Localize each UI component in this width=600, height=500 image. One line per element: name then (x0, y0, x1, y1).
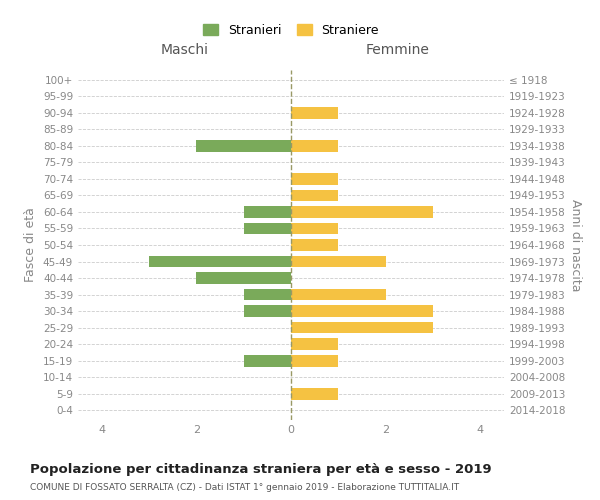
Bar (244, 222, 291, 234)
Bar (291, 322, 433, 334)
Bar (196, 140, 291, 152)
Bar (244, 305, 291, 317)
Bar (291, 288, 386, 300)
Bar (291, 222, 338, 234)
Bar (291, 239, 338, 251)
Y-axis label: Fasce di età: Fasce di età (25, 208, 37, 282)
Bar (291, 140, 338, 152)
Bar (196, 272, 291, 284)
Bar (291, 354, 338, 366)
Bar (149, 256, 291, 268)
Bar (244, 354, 291, 366)
Y-axis label: Anni di nascita: Anni di nascita (569, 198, 582, 291)
Bar (244, 288, 291, 300)
Text: Femmine: Femmine (365, 43, 430, 57)
Text: Maschi: Maschi (161, 43, 209, 57)
Legend: Stranieri, Straniere: Stranieri, Straniere (199, 20, 383, 41)
Bar (291, 338, 338, 350)
Bar (291, 206, 433, 218)
Bar (244, 206, 291, 218)
Bar (291, 173, 338, 185)
Text: Popolazione per cittadinanza straniera per età e sesso - 2019: Popolazione per cittadinanza straniera p… (30, 462, 491, 475)
Text: COMUNE DI FOSSATO SERRALTA (CZ) - Dati ISTAT 1° gennaio 2019 - Elaborazione TUTT: COMUNE DI FOSSATO SERRALTA (CZ) - Dati I… (30, 484, 459, 492)
Bar (291, 388, 338, 400)
Bar (291, 190, 338, 202)
Bar (291, 256, 386, 268)
Bar (291, 305, 433, 317)
Bar (291, 107, 338, 119)
